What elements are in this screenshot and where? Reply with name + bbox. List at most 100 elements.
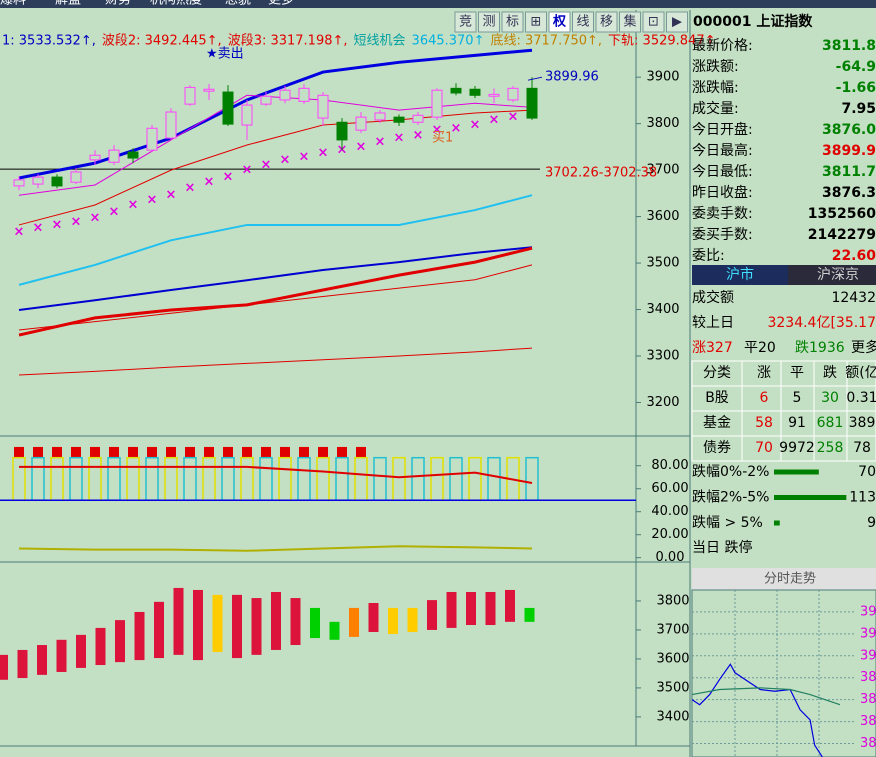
candle-body — [298, 87, 310, 102]
candle-body — [279, 89, 291, 101]
candle-body — [260, 95, 272, 105]
breadth[interactable]: 更多 — [851, 339, 876, 356]
breadth: 平20 — [744, 340, 776, 356]
table-cell: 30 — [821, 390, 839, 406]
signal-square — [261, 446, 271, 457]
toolbar-label[interactable]: ⊞ — [531, 15, 542, 30]
range-bar — [505, 589, 515, 622]
y-tick-label: 0.00 — [656, 550, 685, 565]
y-tick-label: 3700 — [656, 622, 689, 637]
range-bar — [329, 621, 340, 640]
menu-item[interactable]: 财务 — [105, 0, 131, 8]
toolbar-label[interactable]: 竞 — [459, 14, 472, 30]
signal-marker: × — [242, 163, 253, 178]
high-pointer — [527, 76, 543, 81]
toolbar-button[interactable] — [525, 11, 547, 33]
y-tick-label: 3500 — [656, 680, 689, 695]
toolbar-button[interactable] — [548, 11, 571, 33]
quote-label: 涨跌幅: — [692, 80, 739, 96]
range-bar — [193, 589, 203, 661]
signal-marker: × — [508, 110, 519, 125]
intraday-tick-label: 390 — [860, 648, 876, 663]
quote-value: 3899.9 — [822, 143, 876, 159]
table-cell: 6 — [760, 390, 769, 406]
toolbar-label[interactable]: 移 — [600, 15, 613, 30]
toolbar-label[interactable]: 集 — [623, 14, 636, 30]
quote-label: 成交量: — [692, 100, 739, 117]
turnover-value: 12432 — [831, 290, 876, 306]
candle-body — [355, 116, 367, 131]
toolbar-label[interactable]: ⊡ — [648, 15, 659, 30]
intraday-tick-label: 392 — [860, 604, 876, 619]
indicator-line — [18, 347, 533, 376]
indicator-legend: 1: 3533.532↑, — [2, 34, 96, 49]
toolbar-label[interactable]: 标 — [506, 15, 519, 30]
candle-body — [526, 87, 538, 119]
y-tick-label: 20.00 — [651, 527, 688, 542]
signal-marker: × — [432, 123, 443, 138]
tab[interactable]: 沪市 — [726, 266, 754, 283]
quote-value: 2142279 — [808, 227, 876, 243]
quote-value: -1.66 — [836, 80, 876, 96]
menu-item[interactable]: 机构热度 — [150, 0, 202, 8]
candle-body — [507, 87, 519, 101]
indicator-legend: 下轨: 3529.847↑ — [608, 34, 715, 49]
candle-body — [51, 176, 63, 187]
menu-item[interactable]: 总貌 — [225, 0, 251, 8]
y-tick-label: 3300 — [646, 349, 679, 364]
table-cell: 389 — [849, 415, 876, 431]
quote-label: 最新价格: — [692, 38, 753, 54]
signal-marker: × — [52, 217, 63, 232]
toolbar-button[interactable] — [666, 11, 688, 33]
breadth: 涨327 — [692, 340, 733, 356]
signal-square — [147, 446, 157, 457]
range-bar — [37, 645, 47, 675]
candle-body — [241, 104, 253, 126]
toolbar-label[interactable]: 线 — [576, 15, 589, 30]
range-bar — [0, 654, 8, 680]
range-bar — [251, 598, 262, 655]
toolbar-label[interactable]: 权 — [552, 14, 567, 30]
turnover-label: 成交额 — [692, 289, 734, 306]
table-cell: 基金 — [703, 414, 731, 431]
quote-label: 委买手数: — [692, 227, 753, 243]
range-bar — [290, 598, 301, 646]
tab[interactable]: 沪深京 — [817, 267, 859, 283]
toolbar-button[interactable] — [478, 11, 500, 33]
menu-item[interactable]: 更多 — [268, 0, 294, 8]
candle-body — [70, 171, 82, 183]
quote-value: 3876.0 — [822, 122, 876, 138]
quote-value: 7.95 — [841, 101, 876, 117]
quote-value: 1352560 — [808, 206, 876, 222]
table-cell: 91 — [788, 415, 806, 431]
signal-square — [242, 446, 252, 457]
range-bar — [271, 591, 281, 650]
intraday-line — [691, 687, 841, 706]
price-hline-label: 3702.26-3702.38 — [545, 166, 657, 181]
range-bar — [388, 607, 398, 635]
toolbar-label[interactable]: 测 — [482, 15, 495, 30]
table-header: 额(亿 — [845, 365, 876, 381]
toolbar-label[interactable]: ▶ — [672, 15, 682, 30]
signal-square — [33, 446, 43, 457]
toolbar-button[interactable] — [595, 11, 618, 33]
quote-label: 今日最高: — [692, 142, 753, 159]
toolbar-button[interactable] — [642, 11, 665, 33]
signal-square — [223, 446, 233, 457]
toolbar-button[interactable] — [572, 11, 594, 33]
toolbar-button[interactable] — [454, 11, 477, 33]
intraday-tick-label: 387 — [860, 692, 876, 707]
menu-item[interactable]: 爆料 — [0, 0, 26, 8]
candle-body — [89, 154, 101, 161]
signal-marker: × — [413, 128, 424, 143]
toolbar-button[interactable] — [619, 11, 641, 33]
compare-label: 较上日 — [692, 315, 734, 331]
y-tick-label: 80.00 — [651, 458, 688, 473]
annotation: ★卖出 — [206, 47, 244, 62]
candle-body — [127, 151, 139, 159]
menu-item[interactable]: 解盘 — [55, 0, 81, 8]
y-tick-label: 3600 — [656, 651, 689, 666]
toolbar-button[interactable] — [501, 11, 524, 33]
decline-bar — [774, 520, 780, 526]
